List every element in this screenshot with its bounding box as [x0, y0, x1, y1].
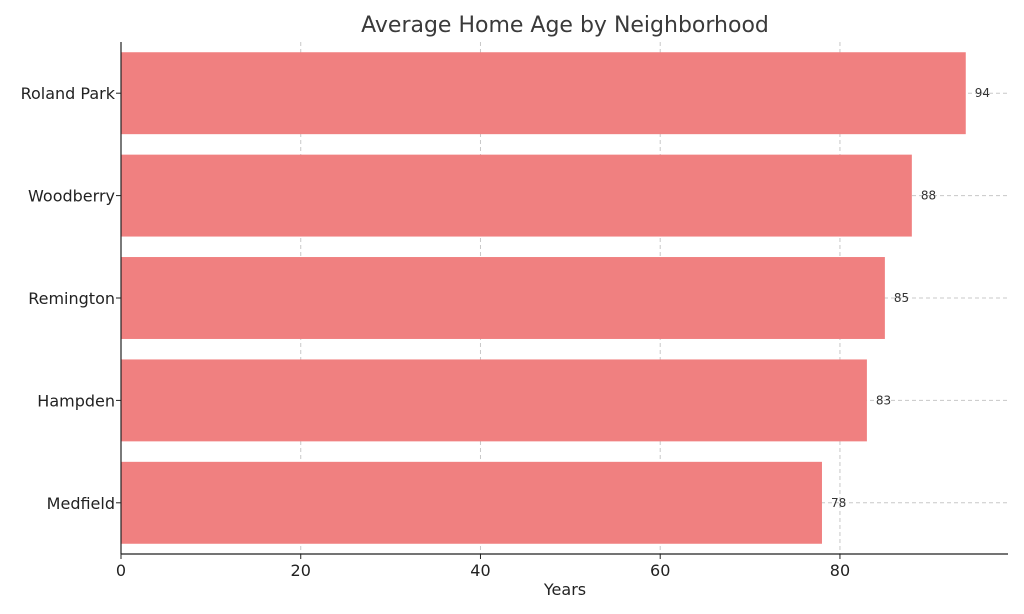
- data-label: 85: [894, 291, 909, 305]
- bar-remington: [121, 257, 885, 339]
- x-ticks: 0 20 40 60 80: [116, 554, 850, 580]
- category-label: Hampden: [37, 391, 115, 410]
- category-labels: Roland Park Woodberry Remington Hampden Medf…: [21, 84, 121, 513]
- bars: [121, 52, 966, 544]
- x-tick-label: 80: [830, 561, 850, 580]
- category-label: Roland Park: [21, 84, 116, 103]
- x-tick-label: 40: [470, 561, 490, 580]
- x-tick-label: 0: [116, 561, 126, 580]
- bar-hampden: [121, 359, 867, 442]
- data-label: 94: [975, 86, 990, 100]
- bar-woodberry: [121, 154, 912, 237]
- x-tick-label: 60: [650, 561, 670, 580]
- category-label: Remington: [28, 289, 115, 308]
- category-label: Medfield: [47, 494, 115, 513]
- chart-title: Average Home Age by Neighborhood: [361, 13, 769, 38]
- data-label: 78: [831, 496, 846, 510]
- data-label: 88: [921, 189, 936, 203]
- bar-medfield: [121, 461, 822, 544]
- data-label: 83: [876, 393, 891, 407]
- bar-roland-park: [121, 52, 966, 135]
- data-labels: 94 88 85 83 78: [831, 86, 990, 510]
- category-label: Woodberry: [28, 187, 115, 206]
- x-tick-label: 20: [291, 561, 311, 580]
- x-axis-title: Years: [543, 580, 586, 599]
